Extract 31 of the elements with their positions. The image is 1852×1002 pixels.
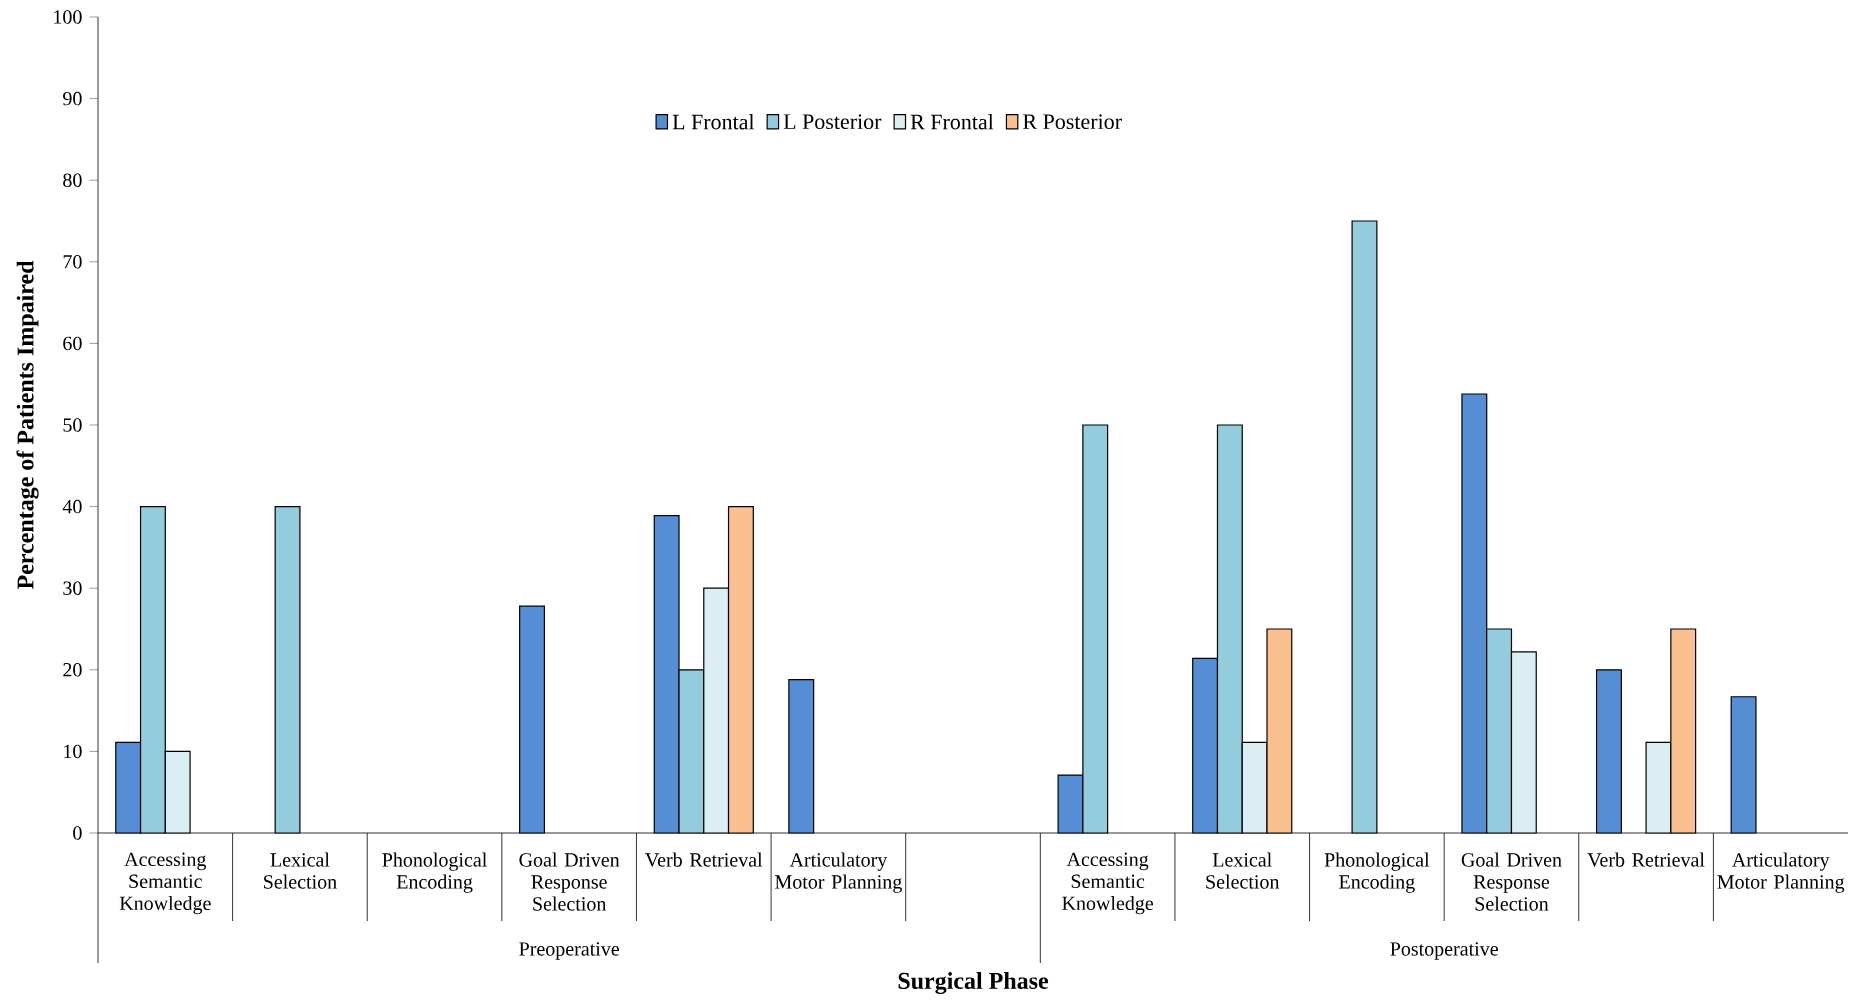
y-tick-label: 50: [63, 418, 82, 432]
legend-label: R Posterior: [1023, 114, 1122, 130]
y-tick-label: 20: [63, 663, 82, 677]
y-tick-label: 40: [62, 499, 82, 514]
x-axis-title: Surgical Phase: [898, 972, 1049, 995]
y-tick-label: 0: [73, 826, 82, 840]
x-tick-label: Phonological Encoding: [1324, 852, 1430, 893]
y-tick-label: 70: [63, 255, 82, 269]
y-tick-label: 60: [63, 336, 82, 351]
x-tick-label: Articulatory Motor Planning: [1717, 852, 1845, 893]
text: Preoperative: [519, 942, 620, 960]
x-tick-label: Accessing Semantic Knowledge: [119, 852, 211, 915]
y-tick-label: 10: [64, 744, 82, 759]
x-tick-label: Accessing Semantic Knowledge: [1062, 852, 1154, 915]
legend-label: L Frontal: [672, 113, 755, 130]
legend-label: R Frontal: [910, 113, 994, 130]
x-tick-label: Goal Driven Response Selection: [519, 852, 620, 911]
x-tick-label: Lexical Selection: [264, 852, 337, 889]
x-tick-label: Verb Retrieval: [645, 852, 763, 867]
x-tick-label: Verb Retrieval: [1587, 852, 1705, 867]
y-tick-label: 100: [54, 10, 82, 24]
y-tick-label: 30: [63, 581, 82, 595]
legend-label: L Posterior: [783, 114, 882, 130]
text: Postoperative: [1390, 942, 1498, 960]
y-axis-title: Percentage of Patients Impaired: [16, 260, 39, 590]
x-tick-label: Lexical Selection: [1206, 852, 1280, 889]
x-tick-label: Goal Driven Response Selection: [1461, 852, 1562, 911]
y-tick-label: 90: [63, 91, 82, 106]
x-tick-label: Phonological Encoding: [382, 852, 487, 893]
x-tick-label: Articulatory Motor Planning: [775, 852, 902, 893]
y-tick-label: 80: [63, 173, 82, 187]
